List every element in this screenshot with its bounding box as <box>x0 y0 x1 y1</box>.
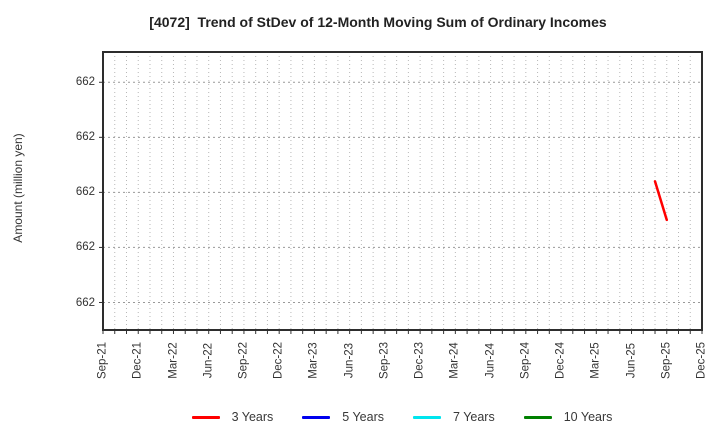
y-tick-label: 662 <box>75 186 95 199</box>
y-tick-label: 662 <box>75 241 95 254</box>
x-tick-label: Dec-24 <box>554 341 567 380</box>
legend-label: 5 Years <box>342 410 385 424</box>
x-tick-label: Jun-24 <box>484 342 497 379</box>
y-tick-label: 662 <box>75 76 95 89</box>
legend-label: 7 Years <box>453 410 495 424</box>
x-tick-label: Mar-23 <box>307 342 320 379</box>
x-tick-label: Dec-21 <box>131 341 144 380</box>
legend-label: 10 Years <box>563 410 613 424</box>
x-tick-label: Sep-23 <box>378 341 391 380</box>
y-tick-label: 662 <box>75 131 95 144</box>
x-tick-label: Dec-25 <box>695 341 708 380</box>
y-tick-label: 662 <box>75 296 95 309</box>
plot-canvas <box>99 51 703 334</box>
x-tick-label: Jun-25 <box>625 342 637 379</box>
series-line-3-years <box>653 180 669 222</box>
legend-label: 3 Years <box>231 410 274 424</box>
x-tick-label: Dec-23 <box>413 341 426 380</box>
legend-item-5-years: 5 Years <box>302 410 384 424</box>
x-tick-label: Mar-22 <box>167 342 179 379</box>
legend-item-3-years: 3 Years <box>191 410 274 424</box>
x-tick-label: Mar-24 <box>448 342 461 379</box>
x-tick-label: Sep-21 <box>96 341 109 380</box>
legend-swatch <box>191 415 220 419</box>
legend-swatch <box>523 415 552 419</box>
x-tick-label: Sep-25 <box>660 341 673 380</box>
y-axis-label-text: Amount (million yen) <box>11 133 25 243</box>
chart-legend: 3 Years 5 Years 7 Years 10 Years <box>42 406 720 428</box>
legend-swatch <box>302 415 331 419</box>
x-tick-label: Dec-22 <box>272 341 285 380</box>
x-tick-label: Sep-22 <box>237 341 250 380</box>
y-axis-label: Amount (million yen) <box>11 113 27 263</box>
x-tick-label: Jun-22 <box>202 342 215 379</box>
x-tick-label: Mar-25 <box>589 342 602 379</box>
legend-item-10-years: 10 Years <box>523 410 613 424</box>
legend-swatch <box>413 415 442 419</box>
chart-title: [4072] Trend of StDev of 12-Month Moving… <box>149 14 607 30</box>
legend-item-7-years: 7 Years <box>413 410 495 424</box>
x-tick-label: Sep-24 <box>519 341 532 380</box>
x-tick-label: Jun-23 <box>343 342 356 379</box>
